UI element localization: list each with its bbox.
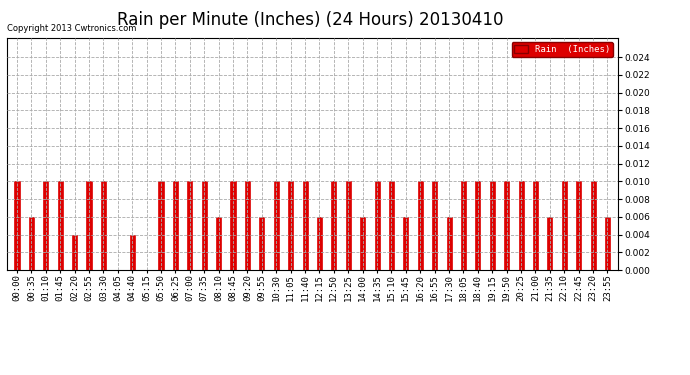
Bar	[245, 181, 250, 270]
Bar	[576, 181, 581, 270]
Bar	[331, 181, 336, 270]
Bar	[173, 181, 178, 270]
Bar	[259, 217, 264, 270]
Bar	[201, 181, 207, 270]
Bar	[360, 217, 365, 270]
Bar	[101, 181, 106, 270]
Bar	[533, 181, 538, 270]
Bar	[346, 181, 351, 270]
Bar	[302, 181, 308, 270]
Text: Rain per Minute (Inches) (24 Hours) 20130410: Rain per Minute (Inches) (24 Hours) 2013…	[117, 11, 504, 29]
Bar	[375, 181, 380, 270]
Bar	[230, 181, 235, 270]
Bar	[288, 181, 293, 270]
Bar	[490, 181, 495, 270]
Bar	[519, 181, 524, 270]
Bar	[43, 181, 48, 270]
Bar	[404, 217, 408, 270]
Bar	[547, 217, 553, 270]
Bar	[446, 217, 451, 270]
Bar	[591, 181, 595, 270]
Bar	[475, 181, 480, 270]
Text: Copyright 2013 Cwtronics.com: Copyright 2013 Cwtronics.com	[7, 24, 137, 33]
Bar	[504, 181, 509, 270]
Bar	[187, 181, 193, 270]
Bar	[216, 217, 221, 270]
Bar	[86, 181, 92, 270]
Bar	[562, 181, 566, 270]
Bar	[605, 217, 610, 270]
Bar	[417, 181, 423, 270]
Bar	[274, 181, 279, 270]
Bar	[159, 181, 164, 270]
Bar	[461, 181, 466, 270]
Legend: Rain  (Inches): Rain (Inches)	[511, 42, 613, 57]
Bar	[389, 181, 394, 270]
Bar	[432, 181, 437, 270]
Bar	[130, 234, 135, 270]
Bar	[58, 181, 63, 270]
Bar	[317, 217, 322, 270]
Bar	[29, 217, 34, 270]
Bar	[72, 234, 77, 270]
Bar	[14, 181, 19, 270]
